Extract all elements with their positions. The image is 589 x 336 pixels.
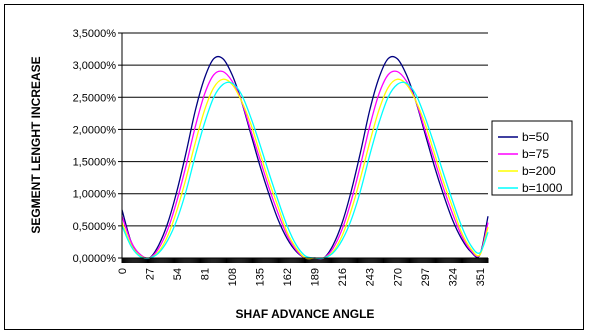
y-tick-label: 1,5000% (73, 157, 117, 169)
x-tick-label: 27 (145, 268, 157, 280)
y-tick-label: 0,0000% (73, 253, 117, 265)
x-tick-label: 216 (337, 268, 349, 286)
legend: b=50 b=75 b=200 b=1000 (491, 120, 573, 196)
x-tick-label: 297 (420, 268, 432, 286)
y-axis-ticks: 0,0000% 0,5000% 1,0000% 1,5000% 2,0000% 2,500… (73, 28, 122, 265)
x-tick-label: 108 (227, 268, 239, 286)
y-tick-label: 0,5000% (73, 221, 117, 233)
series-line-b=1000 (121, 81, 489, 260)
legend-label: b=75 (522, 147, 549, 161)
x-axis-ticks: 0 27 54 81 108 135 162 189 216 243 270 297 324 351 (117, 258, 489, 286)
x-tick-label: 270 (392, 268, 404, 286)
legend-box (491, 120, 573, 196)
x-tick-label: 135 (255, 268, 267, 286)
gridlines (122, 32, 488, 227)
x-tick-label: 81 (200, 268, 212, 280)
y-tick-label: 2,5000% (73, 92, 117, 104)
series-line-b=75 (121, 70, 489, 260)
legend-label: b=1000 (522, 181, 563, 195)
x-tick-label: 54 (172, 268, 184, 280)
y-tick-label: 3,0000% (73, 60, 117, 72)
y-axis-title: SEGMENT LENGHT INCREASE (29, 56, 43, 233)
y-tick-label: 1,0000% (73, 189, 117, 201)
chart-frame (4, 4, 584, 330)
x-tick-label: 162 (282, 268, 294, 286)
x-tick-label: 324 (447, 268, 459, 286)
x-tick-label: 351 (475, 268, 487, 286)
series-lines (121, 55, 489, 260)
legend-label: b=200 (522, 164, 556, 178)
legend-label: b=50 (522, 130, 549, 144)
series-line-b=200 (121, 78, 489, 260)
x-tick-label: 243 (365, 268, 377, 286)
y-tick-label: 2,0000% (73, 124, 117, 136)
x-axis-title: SHAF ADVANCE ANGLE (236, 307, 375, 321)
x-tick-label: 0 (117, 268, 129, 274)
x-tick-label: 189 (310, 268, 322, 286)
y-tick-label: 3,5000% (73, 28, 117, 40)
